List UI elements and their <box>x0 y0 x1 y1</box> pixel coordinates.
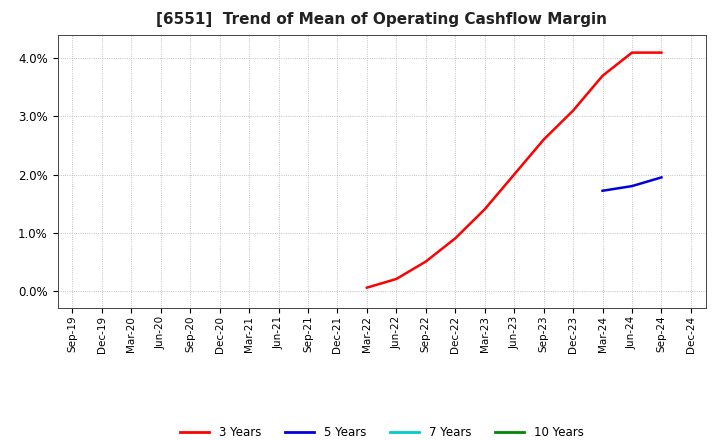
Legend: 3 Years, 5 Years, 7 Years, 10 Years: 3 Years, 5 Years, 7 Years, 10 Years <box>175 422 588 440</box>
Title: [6551]  Trend of Mean of Operating Cashflow Margin: [6551] Trend of Mean of Operating Cashfl… <box>156 12 607 27</box>
